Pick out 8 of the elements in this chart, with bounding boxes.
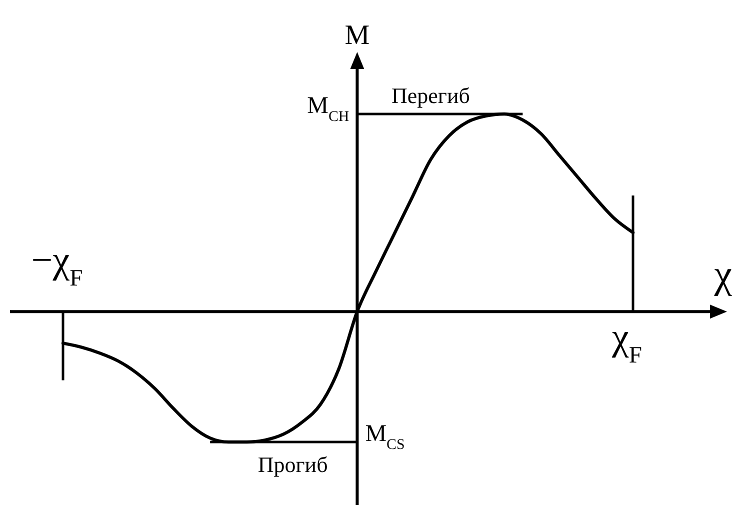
ref-line-label: M$_{CS}$ [365,421,405,453]
x-axis-title: χ [713,252,732,297]
annotation: Прогиб [258,452,328,477]
annotation: −χ$_{F}$ [31,240,83,292]
annotation: Перегиб [392,83,470,108]
ref-line-label: M$_{CH}$ [307,93,350,125]
y-axis-title: M [344,20,370,51]
annotation: χ$_{F}$ [611,316,642,369]
